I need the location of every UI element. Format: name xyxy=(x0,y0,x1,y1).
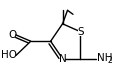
Text: N: N xyxy=(58,54,66,64)
Bar xyxy=(77,28,82,36)
Text: NH: NH xyxy=(96,53,112,63)
Text: S: S xyxy=(76,27,83,37)
Text: 2: 2 xyxy=(107,56,112,65)
Bar xyxy=(60,55,64,63)
Text: O: O xyxy=(9,30,17,40)
Text: HO: HO xyxy=(1,50,17,60)
